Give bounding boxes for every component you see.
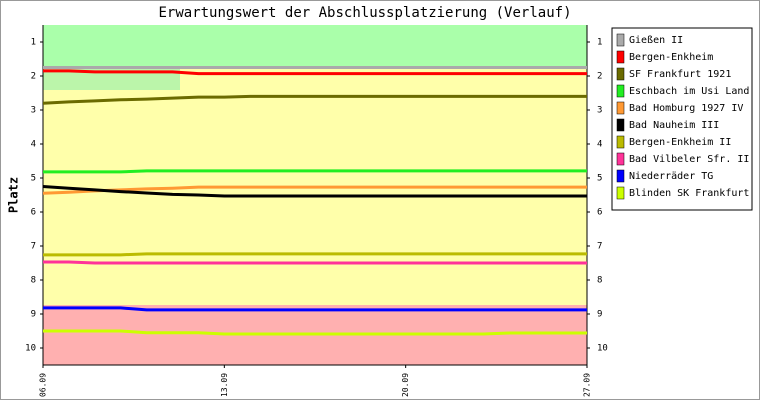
y-tick-label: 8: [31, 276, 36, 286]
y-axis-label: Platz: [7, 177, 21, 213]
series-line: [42, 94, 587, 105]
y2-tick-label: 4: [597, 140, 602, 150]
y2-tick-label: 10: [597, 344, 608, 354]
legend-label: Bad Homburg 1927 IV: [629, 103, 743, 114]
y-tick-label: 7: [31, 242, 36, 252]
x-tick-label: 13.09: [220, 373, 229, 397]
middle-zone: [180, 68, 587, 90]
chart-title: Erwartungswert der Abschlussplatzierung …: [158, 5, 571, 21]
y2-tick-label: 7: [597, 242, 602, 252]
series-line: [43, 306, 587, 312]
legend-label: Bergen-Enkheim: [629, 52, 713, 63]
legend: [611, 27, 753, 211]
y2-tick-label: 6: [597, 208, 602, 218]
y-tick-label: 1: [31, 38, 36, 48]
x-tick-label: 06.09: [39, 373, 48, 397]
y-tick-label: 2: [31, 72, 36, 82]
y2-tick-label: 1: [597, 38, 602, 48]
legend-swatch: [616, 50, 625, 64]
legend-label: Bad Vilbeler Sfr. II: [629, 154, 749, 165]
series-line: [43, 252, 587, 257]
x-tick-label: 27.09: [583, 373, 592, 397]
legend-swatch: [616, 101, 625, 115]
y-tick-label: 10: [25, 344, 36, 354]
legend-swatch: [616, 33, 625, 47]
y-tick-label: 4: [31, 140, 36, 150]
legend-label: Bad Nauheim III: [629, 120, 719, 131]
legend-label: Eschbach im Usi Land: [629, 86, 749, 97]
legend-label: Gießen II: [629, 35, 683, 46]
y-tick-label: 9: [31, 310, 36, 320]
y2-tick-label: 2: [597, 72, 602, 82]
legend-swatch: [616, 152, 625, 166]
series-line: [43, 69, 587, 76]
y2-tick-label: 9: [597, 310, 602, 320]
promotion-zone: [43, 25, 587, 68]
y-tick-label: 5: [31, 174, 36, 184]
legend-swatch: [616, 169, 625, 183]
series-line: [43, 329, 587, 336]
y2-tick-label: 5: [597, 174, 602, 184]
series-line: [43, 169, 587, 174]
legend-swatch: [616, 186, 625, 200]
legend-swatch: [616, 84, 625, 98]
legend-label: Bergen-Enkheim II: [629, 137, 731, 148]
y2-tick-label: 3: [597, 106, 602, 116]
y2-tick-label: 8: [597, 276, 602, 286]
legend-swatch: [616, 118, 625, 132]
x-tick-label: 20.09: [401, 373, 410, 397]
series-line: [42, 185, 587, 198]
y-tick-label: 3: [31, 106, 36, 116]
legend-swatch: [616, 67, 625, 81]
legend-label: SF Frankfurt 1921: [629, 69, 731, 80]
series-line: [43, 260, 587, 265]
legend-label: Niederräder TG: [629, 171, 713, 182]
legend-swatch: [616, 135, 625, 149]
y-tick-label: 6: [31, 208, 36, 218]
promotion-zone-extra: [43, 68, 180, 90]
legend-label: Blinden SK Frankfurt: [629, 188, 749, 199]
series-line: [42, 185, 587, 195]
